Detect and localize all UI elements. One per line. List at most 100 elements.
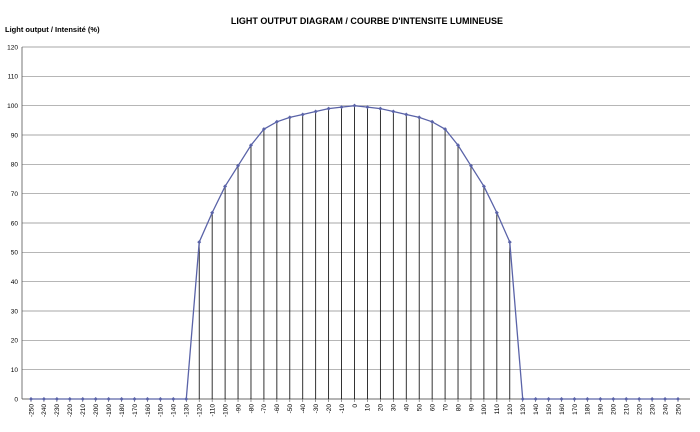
- point: [456, 143, 461, 148]
- x-tick-label: -40: [300, 404, 307, 414]
- point: [210, 210, 215, 215]
- x-tick-label: -140: [171, 404, 178, 417]
- x-tick-label: -240: [41, 404, 48, 417]
- x-tick-label: 70: [442, 404, 449, 412]
- x-tick-label: -210: [80, 404, 87, 417]
- x-tick-label: 130: [520, 404, 527, 415]
- x-tick-label: -10: [339, 404, 346, 414]
- y-tick-label: 50: [11, 250, 19, 257]
- y-tick-label: 20: [11, 338, 19, 345]
- point: [80, 397, 85, 401]
- x-tick-label: 90: [468, 404, 475, 412]
- x-tick-label: 30: [391, 404, 398, 412]
- point: [54, 397, 59, 401]
- x-tick-label: 50: [417, 404, 424, 412]
- x-tick-label: -200: [93, 404, 100, 417]
- x-tick-label: 180: [585, 404, 592, 415]
- point: [158, 397, 163, 401]
- point: [624, 397, 629, 401]
- point: [261, 127, 266, 132]
- x-tick-label: -180: [119, 404, 126, 417]
- y-tick-label: 40: [11, 279, 19, 286]
- x-tick-label: 120: [507, 404, 514, 415]
- y-axis-label: Light output / Intensité (%): [5, 25, 100, 34]
- point: [546, 397, 551, 401]
- x-tick-label: -80: [248, 404, 255, 414]
- point: [443, 127, 448, 132]
- point: [391, 109, 396, 114]
- y-tick-label: 10: [11, 367, 19, 374]
- point: [611, 397, 616, 401]
- x-tick-label: 210: [624, 404, 631, 415]
- point: [236, 163, 241, 168]
- point: [520, 397, 525, 401]
- point: [145, 397, 150, 401]
- point: [339, 105, 344, 110]
- y-tick-label: 100: [7, 103, 18, 110]
- point: [41, 397, 46, 401]
- x-tick-label: 200: [611, 404, 618, 415]
- point: [559, 397, 564, 401]
- x-tick-label: 100: [481, 404, 488, 415]
- x-tick-label: -60: [274, 404, 281, 414]
- point: [171, 397, 176, 401]
- point: [197, 240, 202, 245]
- x-tick-label: 150: [546, 404, 553, 415]
- x-tick-label: 110: [494, 404, 501, 415]
- point: [598, 397, 603, 401]
- x-tick-label: -130: [184, 404, 191, 417]
- x-tick-label: -50: [287, 404, 294, 414]
- y-tick-label: 80: [11, 162, 19, 169]
- x-tick-label: 80: [455, 404, 462, 412]
- x-tick-label: -250: [28, 404, 35, 417]
- y-tick-label: 0: [14, 396, 18, 403]
- point: [93, 397, 98, 401]
- x-tick-label: -100: [222, 404, 229, 417]
- point: [663, 397, 668, 401]
- point: [300, 112, 305, 117]
- y-tick-label: 120: [7, 44, 18, 51]
- point: [132, 397, 137, 401]
- point: [585, 397, 590, 401]
- x-tick-label: -30: [313, 404, 320, 414]
- x-tick-label: 190: [598, 404, 605, 415]
- x-tick-label: -20: [326, 404, 333, 414]
- x-tick-label: 220: [636, 404, 643, 415]
- y-tick-label: 30: [11, 308, 19, 315]
- x-tick-label: -150: [158, 404, 165, 417]
- point: [106, 397, 111, 401]
- point: [365, 105, 370, 110]
- point: [274, 119, 279, 124]
- x-tick-label: -120: [197, 404, 204, 417]
- point: [572, 397, 577, 401]
- point: [119, 397, 124, 401]
- x-tick-label: -220: [67, 404, 74, 417]
- point: [481, 184, 486, 189]
- point: [533, 397, 538, 401]
- x-tick-label: 240: [662, 404, 669, 415]
- x-tick-label: 60: [429, 404, 436, 412]
- point: [468, 163, 473, 168]
- point: [507, 240, 512, 245]
- y-tick-label: 110: [8, 74, 19, 81]
- point: [184, 397, 189, 401]
- x-tick-label: 0: [352, 404, 359, 408]
- y-tick-label: 90: [11, 132, 19, 139]
- x-tick-label: -160: [145, 404, 152, 417]
- x-tick-label: -90: [235, 404, 242, 414]
- point: [248, 143, 253, 148]
- x-tick-label: -70: [261, 404, 268, 414]
- point: [650, 397, 655, 401]
- point: [29, 397, 33, 401]
- point: [404, 112, 409, 117]
- x-tick-label: -170: [132, 404, 139, 417]
- point: [417, 115, 422, 120]
- point: [494, 210, 499, 215]
- x-tick-label: 250: [675, 404, 682, 415]
- x-tick-label: -230: [54, 404, 61, 417]
- point: [352, 103, 357, 108]
- chart-title: LIGHT OUTPUT DIAGRAM / COURBE D'INTENSIT…: [231, 16, 503, 26]
- x-tick-label: 140: [533, 404, 540, 415]
- y-tick-label: 70: [11, 191, 19, 198]
- point: [67, 397, 72, 401]
